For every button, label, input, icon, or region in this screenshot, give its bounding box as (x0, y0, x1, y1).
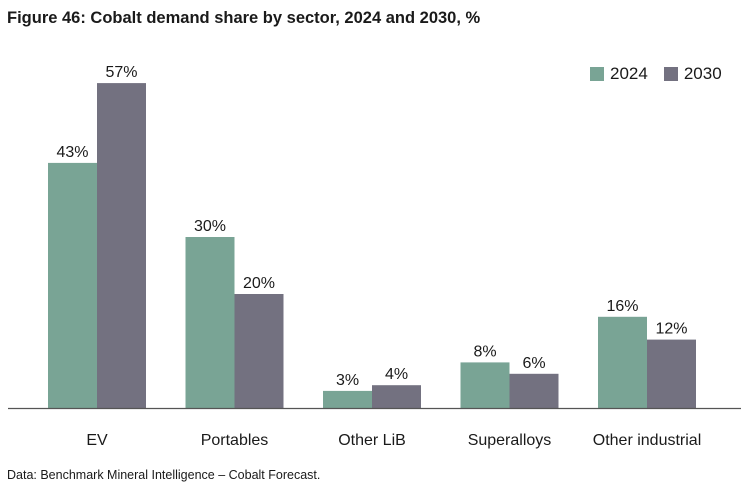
data-label-2030-2: 4% (385, 366, 408, 383)
legend-item-2024: 2024 (590, 64, 648, 84)
bar-2024-1 (185, 237, 235, 408)
bar-2024-2 (323, 390, 372, 408)
data-label-2024-1: 30% (194, 218, 226, 235)
bar-2024-3 (460, 362, 510, 408)
bar-2030-0 (97, 83, 146, 408)
bar-2024-4 (598, 316, 647, 408)
data-label-2024-4: 16% (606, 298, 638, 315)
category-label-4: Other industrial (593, 432, 702, 449)
bar-2030-2 (372, 385, 421, 408)
bar-2030-4 (647, 339, 696, 408)
data-label-2030-3: 6% (522, 355, 545, 372)
legend-swatch-2024 (590, 67, 604, 81)
bar-2030-1 (234, 294, 284, 408)
legend-item-2030: 2030 (663, 64, 722, 84)
chart-title: Figure 46: Cobalt demand share by sector… (7, 9, 481, 27)
category-label-1: Portables (201, 432, 269, 449)
data-label-2030-1: 20% (243, 275, 275, 292)
legend-label-2024: 2024 (610, 64, 648, 83)
data-label-2024-0: 43% (56, 144, 88, 161)
data-label-2030-4: 12% (655, 321, 687, 338)
data-label-2030-0: 57% (105, 64, 137, 81)
category-label-3: Superalloys (468, 432, 552, 449)
category-label-0: EV (86, 432, 108, 449)
data-label-2024-2: 3% (336, 372, 359, 389)
category-label-2: Other LiB (338, 432, 406, 449)
legend-label-2030: 2030 (683, 64, 722, 83)
bar-2024-0 (48, 162, 97, 408)
source-note: Data: Benchmark Mineral Intelligence – C… (7, 468, 321, 482)
data-label-2024-3: 8% (473, 343, 496, 360)
chart-legend: 2024 2030 (590, 64, 738, 84)
legend-swatch-2030 (663, 67, 678, 81)
bar-2030-3 (509, 373, 559, 408)
